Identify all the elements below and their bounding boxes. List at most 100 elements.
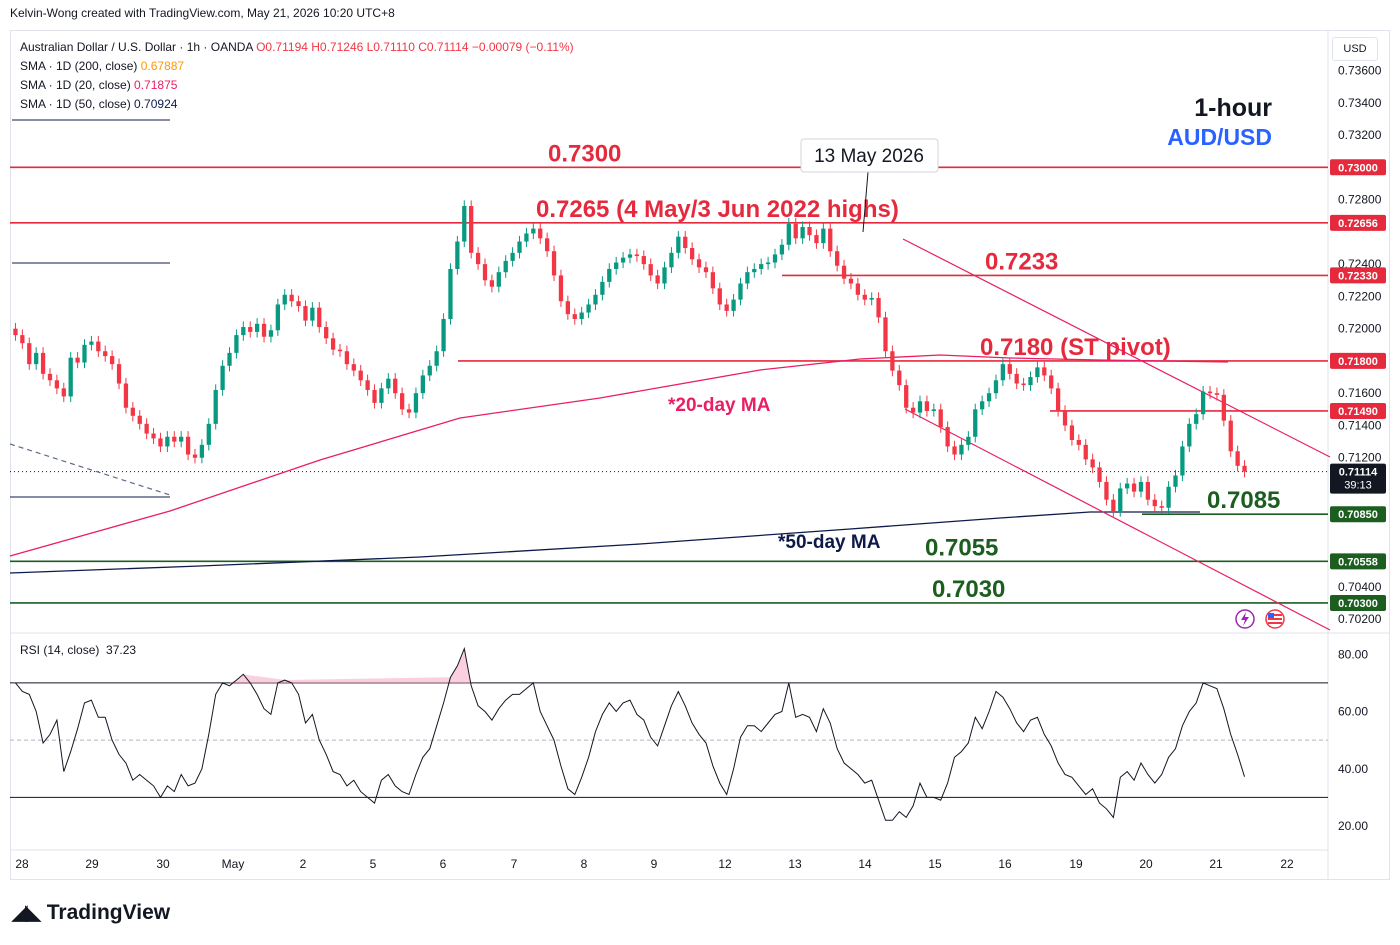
rsi-legend[interactable]: RSI (14, close) 37.23 xyxy=(20,643,136,657)
candle-body xyxy=(241,327,246,336)
candle-body xyxy=(1083,444,1088,460)
candle-body xyxy=(206,423,211,445)
candle-body xyxy=(351,364,356,371)
candle-body xyxy=(1118,488,1123,511)
candle-body xyxy=(1125,483,1130,489)
candle-body xyxy=(1021,383,1026,386)
candle-body xyxy=(973,409,978,437)
level-axis-badge xyxy=(1330,553,1386,570)
candle-body xyxy=(185,436,191,455)
candle-body xyxy=(620,257,626,263)
candle-body xyxy=(531,228,536,234)
candle-body xyxy=(61,388,66,397)
candle-body xyxy=(883,317,888,352)
level-axis-label: 0.71800 xyxy=(1338,356,1378,368)
candle-body xyxy=(1180,446,1185,476)
candle-body xyxy=(821,228,826,244)
candle-body xyxy=(745,272,750,284)
ma20-annotation: *20-day MA xyxy=(668,395,771,416)
candle-body xyxy=(123,383,129,408)
candle-body xyxy=(876,298,881,318)
candle-body xyxy=(192,454,198,458)
callout-box xyxy=(800,138,939,173)
candle-body xyxy=(448,268,453,319)
time-tick-label: 15 xyxy=(928,857,942,871)
candle-body xyxy=(738,283,743,300)
level-axis-badge xyxy=(1330,267,1386,284)
candle-body xyxy=(40,352,46,374)
candle-body xyxy=(1200,391,1206,415)
candle-body xyxy=(337,349,343,352)
candle-body xyxy=(1000,364,1006,381)
candle-body xyxy=(544,238,550,252)
ma200-label[interactable]: SMA · 1D (200, close) xyxy=(20,59,138,73)
level-axis-label: 0.70850 xyxy=(1338,509,1378,521)
candle-body xyxy=(96,341,101,352)
level-text: 0.7265 (4 May/3 Jun 2022 highs) xyxy=(536,196,899,223)
tradingview-logo[interactable]: ◢◣ TradingView xyxy=(12,900,170,925)
time-tick-label: 30 xyxy=(156,857,170,871)
candle-body xyxy=(172,436,177,442)
candle-body xyxy=(696,259,702,268)
time-tick-label: 20 xyxy=(1139,857,1153,871)
candle-body xyxy=(330,338,336,350)
price-tick-label: 0.73400 xyxy=(1338,96,1382,110)
time-tick-label: 16 xyxy=(998,857,1012,871)
candle-body xyxy=(496,272,501,287)
level-text: 0.7055 xyxy=(925,534,998,561)
price-tick-label: 0.70200 xyxy=(1338,612,1382,626)
tradingview-wordmark: TradingView xyxy=(46,900,171,924)
candle-body xyxy=(1145,481,1151,500)
candle-body xyxy=(1235,451,1240,466)
time-tick-label: 22 xyxy=(1280,857,1294,871)
level-axis-badge xyxy=(1330,214,1386,231)
candle-body xyxy=(379,388,384,403)
candle-body xyxy=(1194,414,1199,424)
candle-body xyxy=(910,407,916,413)
candle-body xyxy=(786,223,791,245)
symbol-name[interactable]: Australian Dollar / U.S. Dollar · 1h · O… xyxy=(20,40,253,54)
candle-body xyxy=(1187,423,1192,447)
rsi-line xyxy=(15,646,1245,821)
price-tick-label: 0.72800 xyxy=(1338,193,1382,207)
level-text: 0.7030 xyxy=(932,576,1005,603)
candle-body xyxy=(966,436,971,445)
ma20-line xyxy=(9,354,1229,557)
candle-body xyxy=(917,401,923,413)
candle-body xyxy=(1014,373,1019,384)
level-axis-label: 0.72656 xyxy=(1338,218,1378,230)
candle-body xyxy=(1166,486,1171,508)
candle-body xyxy=(551,251,557,276)
candle-body xyxy=(669,252,674,268)
price-tick-label: 0.71200 xyxy=(1338,451,1382,465)
time-tick-label: 14 xyxy=(858,857,872,871)
level-text: 0.7085 xyxy=(1207,487,1280,514)
callout-pointer xyxy=(862,171,869,233)
candle-body xyxy=(462,206,467,242)
candle-body xyxy=(1221,394,1226,421)
us-flag-icon[interactable] xyxy=(1265,609,1285,629)
candle-body xyxy=(1207,391,1213,394)
candle-body xyxy=(703,267,709,273)
level-axis-label: 0.71490 xyxy=(1338,406,1378,418)
time-tick-label: 28 xyxy=(15,857,29,871)
time-tick-label: May xyxy=(222,857,245,871)
candle-body xyxy=(558,275,564,302)
candle-body xyxy=(524,233,529,242)
candle-body xyxy=(807,227,812,236)
rsi-tick-label: 40.00 xyxy=(1338,762,1368,776)
ma20-label[interactable]: SMA · 1D (20, close) xyxy=(20,78,131,92)
ma50-label[interactable]: SMA · 1D (50, close) xyxy=(20,97,131,111)
currency-button[interactable]: USD xyxy=(1332,37,1378,61)
candle-body xyxy=(945,427,950,447)
flash-icon[interactable] xyxy=(1235,609,1255,629)
level-axis-label: 0.73000 xyxy=(1338,162,1378,174)
trend-channel xyxy=(902,238,1331,631)
level-text: 0.7180 (ST pivot) xyxy=(980,334,1171,361)
channel-lower-line xyxy=(904,408,1331,631)
candle-body xyxy=(220,365,225,390)
candle-body xyxy=(1131,483,1137,492)
candlestick-series xyxy=(13,200,1247,517)
candle-body xyxy=(986,393,992,402)
